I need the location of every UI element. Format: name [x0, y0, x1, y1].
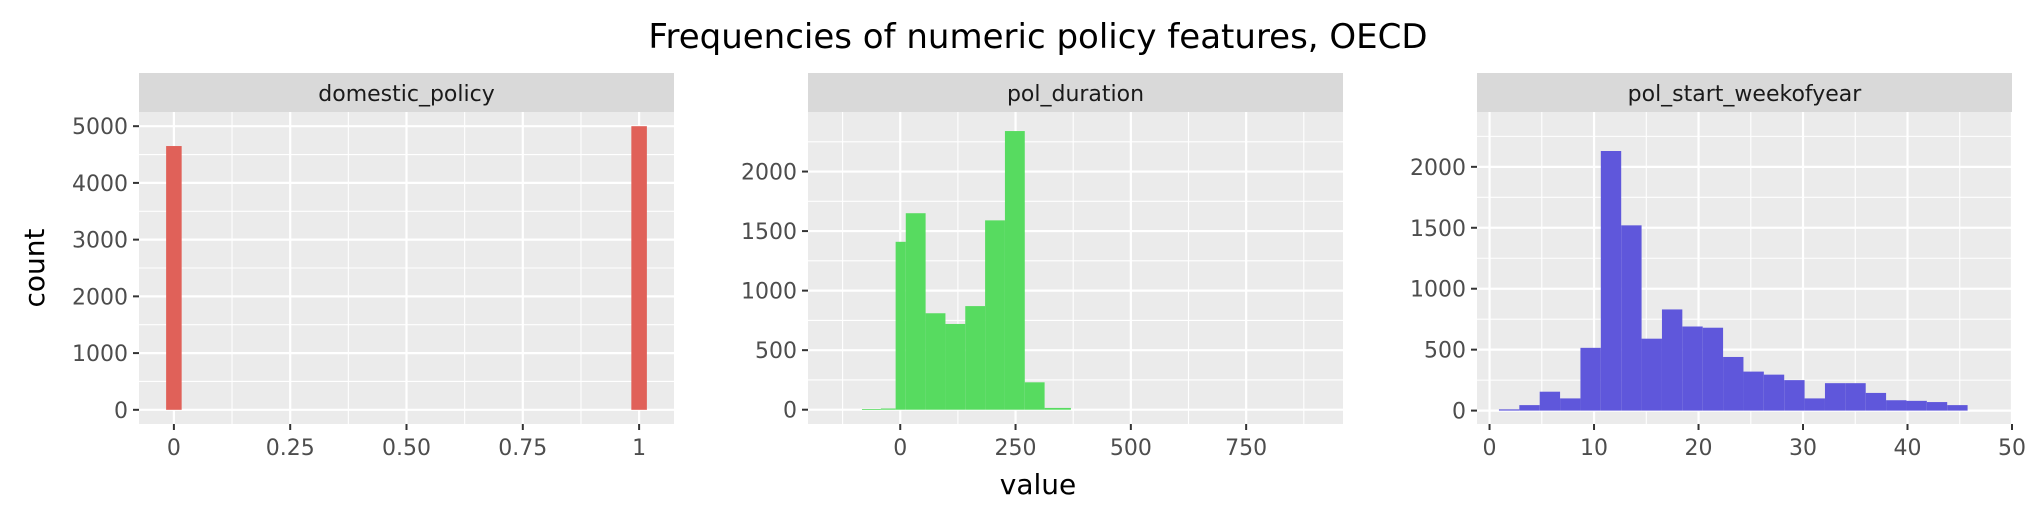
- x-tick-label: 0: [167, 436, 181, 461]
- histogram-bar: [1580, 347, 1601, 411]
- facet-strip: [139, 73, 674, 112]
- histogram-bar: [1947, 405, 1968, 411]
- histogram-bar: [1600, 151, 1622, 411]
- histogram-bar: [861, 409, 881, 410]
- y-axis-label: count: [18, 228, 51, 307]
- y-tick-label: 4000: [72, 172, 128, 197]
- y-tick-label: 1000: [1410, 278, 1466, 303]
- y-tick-label: 500: [1424, 339, 1466, 364]
- x-tick-label: 0: [1483, 436, 1497, 461]
- x-tick-label: 0.75: [498, 436, 547, 461]
- y-tick-label: 3000: [72, 229, 128, 254]
- histogram-bar: [1743, 371, 1764, 411]
- histogram-bar: [1004, 131, 1025, 410]
- y-tick-label: 1000: [72, 342, 128, 367]
- y-tick-label: 2000: [1410, 156, 1466, 181]
- histogram-bar: [1661, 309, 1683, 411]
- histogram-bar: [1024, 382, 1045, 410]
- facet-strip-label: pol_duration: [1007, 82, 1144, 107]
- x-tick-label: 0: [893, 436, 907, 461]
- histogram-bar: [1560, 398, 1581, 411]
- histogram-bar: [1682, 326, 1703, 411]
- x-tick-label: 50: [1998, 436, 2026, 461]
- y-tick-label: 1000: [741, 280, 797, 305]
- x-tick-label: 40: [1894, 436, 1922, 461]
- y-tick-label: 0: [783, 399, 797, 424]
- histogram-bar: [945, 323, 966, 410]
- facet-strip: [808, 73, 1343, 112]
- histogram-bar: [985, 220, 1005, 410]
- histogram-bar: [1906, 400, 1927, 411]
- histogram-bar: [631, 126, 647, 410]
- x-tick-label: 750: [1225, 436, 1267, 461]
- facet-strip-label: domestic_policy: [318, 82, 494, 107]
- histogram-bar: [1886, 400, 1907, 411]
- histogram-bar: [965, 306, 986, 410]
- histogram-bar: [1044, 407, 1071, 410]
- histogram-bar: [880, 408, 896, 410]
- x-axis-label: value: [1000, 468, 1076, 501]
- histogram-bar: [1926, 402, 1948, 411]
- y-tick-label: 1500: [741, 220, 797, 245]
- figure-title: Frequencies of numeric policy features, …: [648, 17, 1427, 57]
- x-tick-label: 1: [632, 436, 646, 461]
- histogram-bar: [1723, 356, 1744, 411]
- histogram-bar: [925, 313, 946, 410]
- histogram-bar: [1519, 405, 1540, 411]
- x-tick-label: 0.50: [382, 436, 431, 461]
- facet-strip: [1477, 73, 2012, 112]
- histogram-bar: [166, 146, 182, 410]
- x-tick-label: 10: [1580, 436, 1608, 461]
- x-tick-label: 0.25: [266, 436, 315, 461]
- panel-background: [808, 112, 1343, 424]
- histogram-bar: [1865, 392, 1887, 411]
- y-tick-label: 0: [114, 399, 128, 424]
- facet-strip-label: pol_start_weekofyear: [1628, 82, 1863, 107]
- x-tick-label: 250: [995, 436, 1037, 461]
- y-tick-label: 500: [755, 339, 797, 364]
- histogram-bar: [895, 241, 906, 410]
- histogram-bar: [1804, 398, 1825, 411]
- histogram-bar: [1498, 409, 1520, 411]
- y-tick-label: 5000: [72, 115, 128, 140]
- x-tick-label: 20: [1685, 436, 1713, 461]
- histogram-bar: [905, 213, 926, 410]
- x-tick-label: 500: [1110, 436, 1152, 461]
- histogram-bar: [1784, 380, 1805, 411]
- facet-panel-domestic_policy: domestic_policy 0 0.25 0.50 0.75 1 0 1000 2000 30…: [72, 73, 674, 461]
- y-tick-label: 2000: [741, 161, 797, 186]
- y-tick-label: 2000: [72, 285, 128, 310]
- histogram-bar: [1763, 374, 1785, 411]
- histogram-bar: [1621, 225, 1642, 411]
- facet-panel-pol_duration: pol_duration 0 250 500 750 0 500 1000 1500 2000: [741, 73, 1343, 461]
- histogram-bar: [1845, 383, 1866, 411]
- y-tick-label: 0: [1452, 400, 1466, 425]
- histogram-bar: [1539, 391, 1561, 411]
- histogram-bar: [1641, 338, 1662, 411]
- x-tick-label: 30: [1789, 436, 1817, 461]
- y-tick-label: 1500: [1410, 217, 1466, 242]
- histogram-bar: [1824, 383, 1846, 411]
- histogram-bar: [1702, 327, 1724, 411]
